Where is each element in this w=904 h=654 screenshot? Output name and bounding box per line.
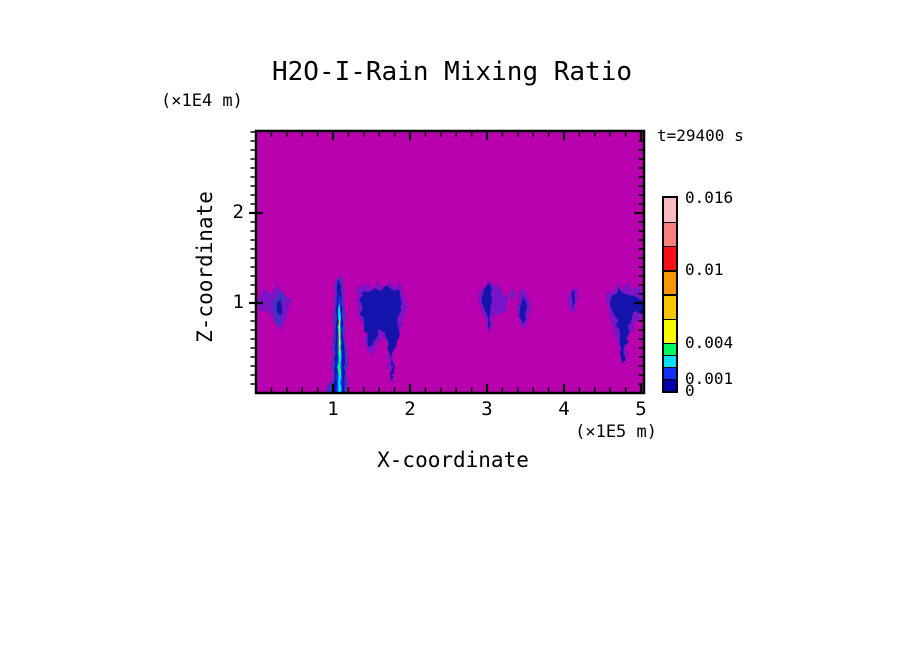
x-axis-unit-label: (×1E5 m) [575, 422, 657, 442]
colorbar-segment-6 [664, 271, 676, 295]
colorbar-value-0.01: 0.01 [685, 260, 724, 280]
x-tick-label-5: 5 [635, 398, 647, 420]
axis-ticks [249, 131, 643, 392]
z-tick-label-2: 2 [232, 201, 244, 223]
plot-title: H2O-I-Rain Mixing Ratio [271, 57, 633, 87]
feature-cell-right-navy [610, 287, 644, 364]
feature-column-yellow [338, 317, 341, 357]
feature-wisp-4-1-navy [571, 288, 575, 309]
colorbar-segment-0 [664, 380, 676, 391]
x-tick-label-1: 1 [327, 398, 339, 420]
colorbar-segment-5 [664, 295, 676, 319]
y-axis-title: Z-coordinate [193, 191, 217, 343]
x-tick-label-2: 2 [404, 398, 416, 420]
feature-dot-3-3 [510, 288, 515, 301]
feature-cell-large-navy [359, 285, 402, 380]
colorbar-segment-4 [664, 319, 676, 343]
colorbar-value-0: 0 [685, 381, 695, 400]
time-annotation: t=29400 s [657, 126, 744, 145]
colorbar-value-0.004: 0.004 [685, 332, 734, 352]
x-tick-label-3: 3 [481, 398, 493, 420]
colorbar-value-0.016: 0.016 [685, 188, 734, 207]
feature-column-base-blob [326, 381, 334, 393]
colorbar-segment-2 [664, 356, 676, 367]
x-axis-title: X-coordinate [377, 448, 529, 472]
colorbar-segment-1 [664, 368, 676, 379]
colorbar-value-0.001: 0.001 [685, 368, 734, 388]
y-axis-unit-label: (×1E4 m) [161, 91, 243, 111]
colorbar [662, 196, 678, 393]
colorbar-segment-9 [664, 198, 676, 223]
plot-background [256, 131, 644, 393]
feature-wisp-left-navy [276, 298, 283, 316]
colorbar-segment-3 [664, 343, 676, 355]
feature-cell-3-5-navy [519, 295, 527, 324]
plot-frame [254, 129, 646, 395]
colorbar-segment-7 [664, 247, 676, 271]
feature-cell-3-navy [481, 282, 493, 336]
colorbar-segment-8 [664, 223, 676, 247]
x-tick-label-4: 4 [558, 398, 570, 420]
z-tick-label-1: 1 [232, 291, 244, 313]
